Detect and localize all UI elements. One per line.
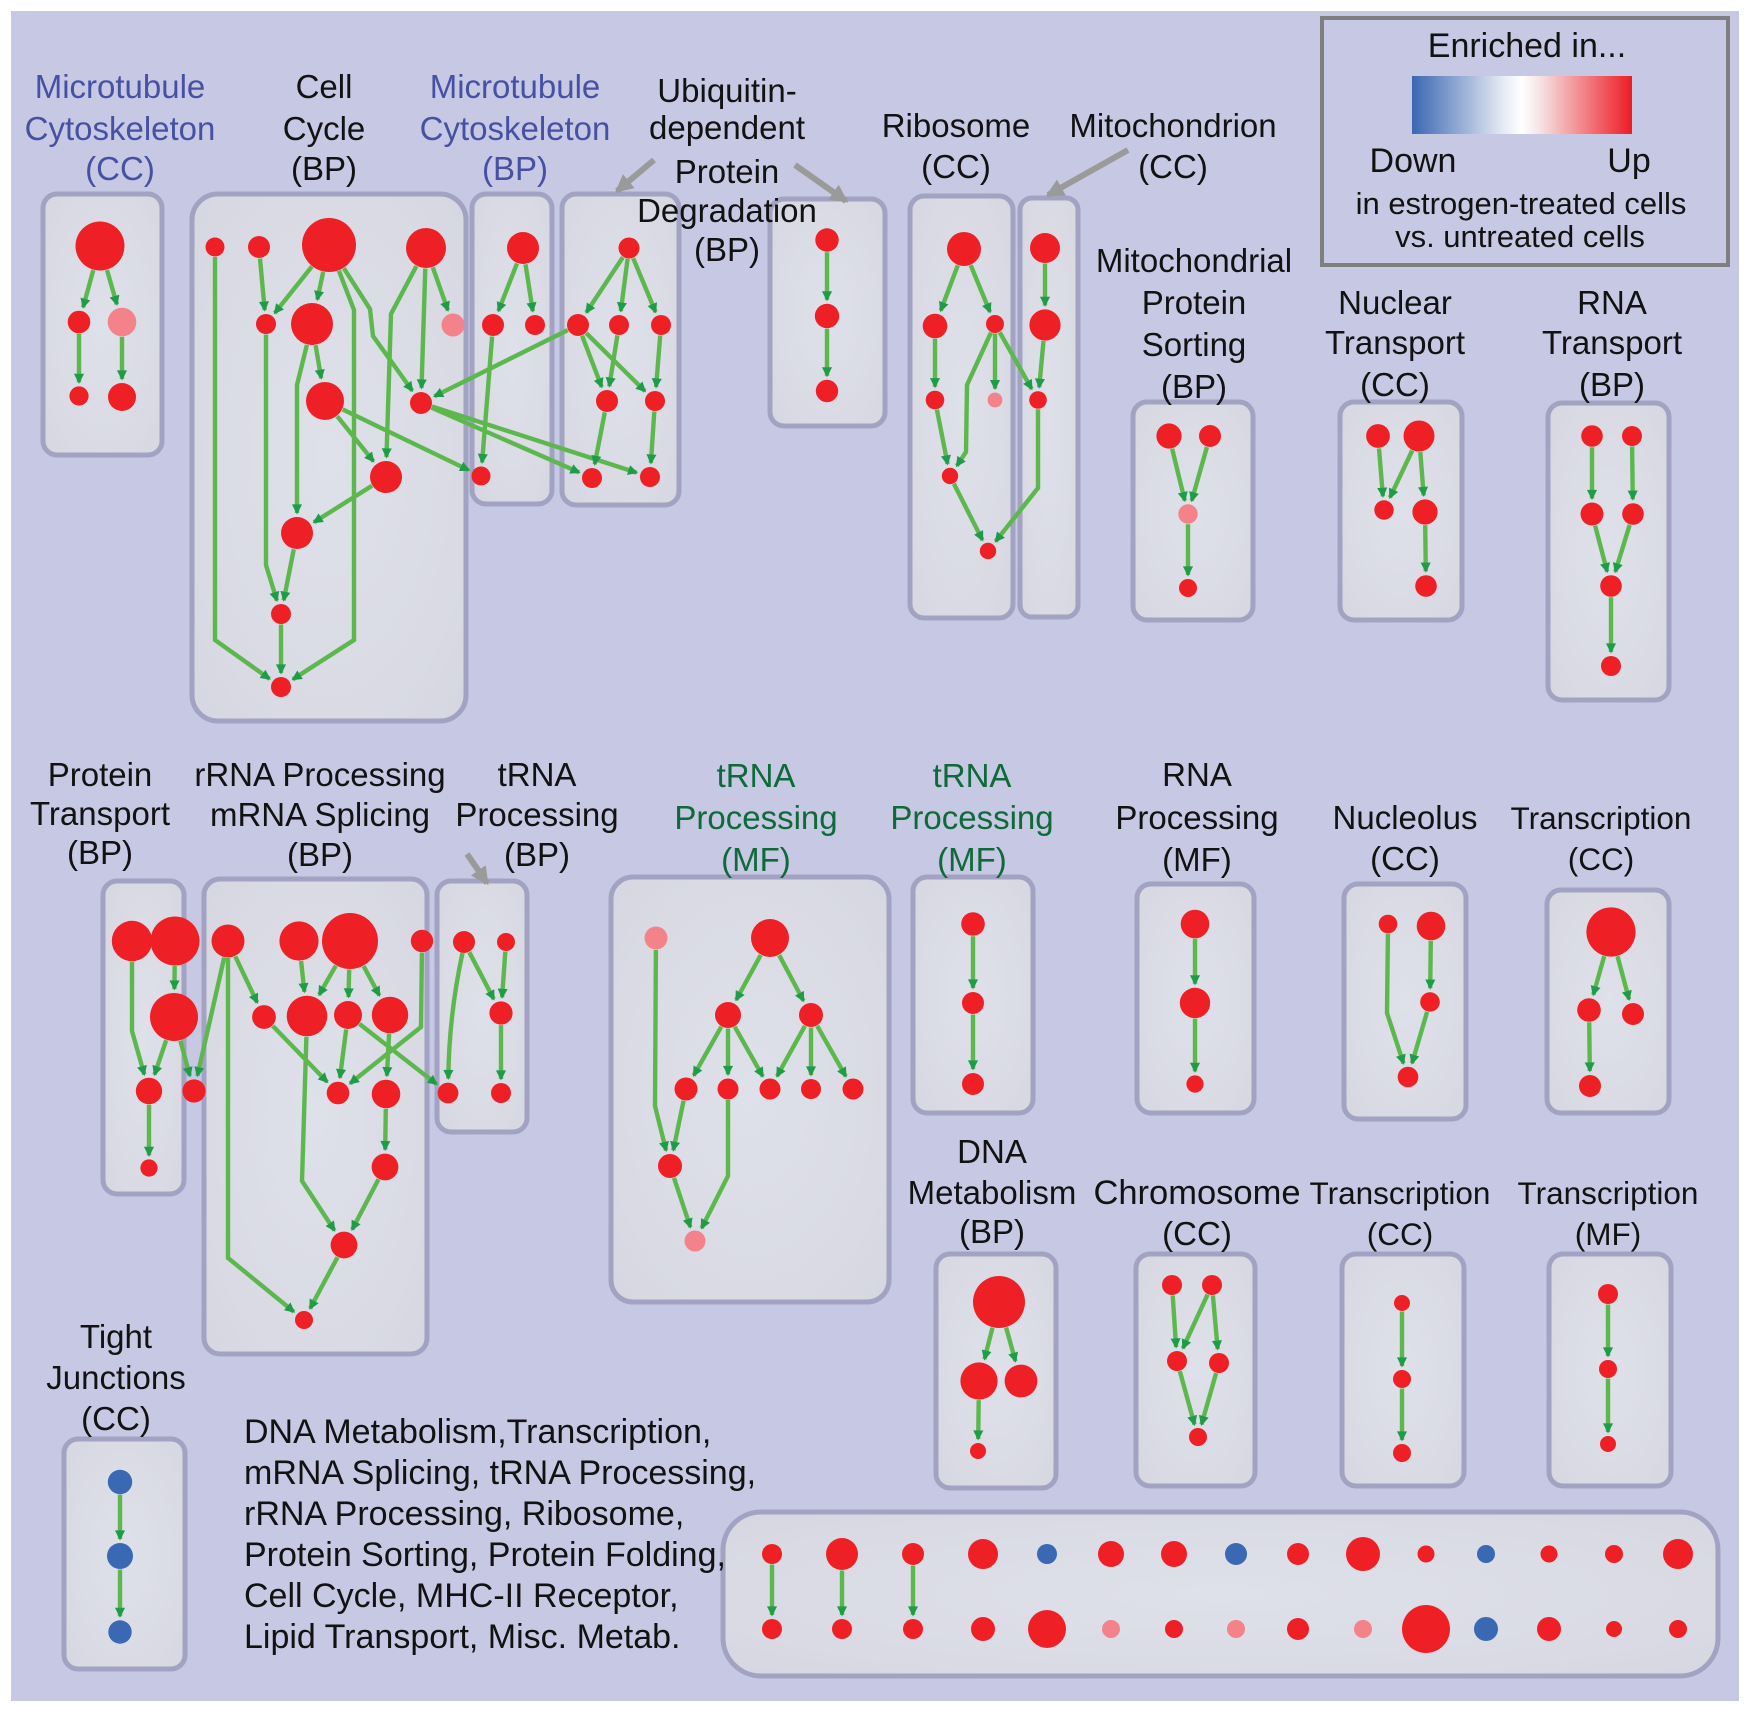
svg-text:(BP): (BP) [959,1213,1025,1250]
svg-text:Down: Down [1370,142,1457,180]
svg-text:Enriched in...: Enriched in... [1428,27,1626,65]
svg-text:(CC): (CC) [1162,1215,1232,1252]
svg-text:(BP): (BP) [67,834,133,871]
svg-text:(MF): (MF) [1162,841,1232,878]
svg-text:Transcription: Transcription [1310,1175,1491,1211]
svg-text:tRNA: tRNA [498,756,577,793]
svg-text:Cell Cycle, MHC-II Receptor,: Cell Cycle, MHC-II Receptor, [244,1577,679,1615]
svg-text:Sorting: Sorting [1142,326,1247,363]
svg-text:(CC): (CC) [1138,148,1208,185]
svg-text:(BP): (BP) [291,150,357,187]
svg-text:(CC): (CC) [921,148,991,185]
svg-text:(CC): (CC) [85,150,155,187]
svg-text:Cytoskeleton: Cytoskeleton [420,110,611,147]
svg-text:Transport: Transport [30,795,170,832]
svg-text:Protein Sorting, Protein Foldi: Protein Sorting, Protein Folding, [244,1536,726,1574]
svg-text:rRNA Processing, Ribosome,: rRNA Processing, Ribosome, [244,1495,684,1533]
svg-text:Nuclear: Nuclear [1338,284,1452,321]
svg-text:Processing: Processing [455,796,618,833]
svg-text:Chromosome: Chromosome [1093,1174,1300,1212]
svg-text:Ubiquitin-: Ubiquitin- [657,72,796,109]
svg-text:Processing: Processing [1115,799,1278,836]
svg-text:Microtubule: Microtubule [35,68,206,105]
svg-text:Processing: Processing [890,799,1053,836]
svg-text:DNA: DNA [957,1133,1027,1170]
svg-text:dependent: dependent [649,109,805,146]
svg-text:Transcription: Transcription [1511,800,1692,836]
svg-text:Transcription: Transcription [1518,1175,1699,1211]
svg-text:mRNA Splicing: mRNA Splicing [210,796,430,833]
svg-text:tRNA: tRNA [933,757,1012,794]
svg-text:Cell: Cell [296,68,353,105]
svg-text:(MF): (MF) [1575,1216,1641,1252]
svg-text:(CC): (CC) [81,1400,151,1437]
svg-text:rRNA Processing: rRNA Processing [194,756,445,793]
svg-text:(BP): (BP) [694,231,760,268]
svg-text:mRNA Splicing, tRNA Processing: mRNA Splicing, tRNA Processing, [244,1454,756,1492]
svg-text:tRNA: tRNA [717,757,796,794]
svg-text:Degradation: Degradation [637,192,817,229]
svg-text:Processing: Processing [674,799,837,836]
svg-text:Microtubule: Microtubule [430,68,601,105]
svg-text:(CC): (CC) [1568,841,1634,877]
svg-text:RNA: RNA [1162,756,1232,793]
svg-text:(CC): (CC) [1360,366,1430,403]
svg-text:(CC): (CC) [1367,1216,1433,1252]
svg-text:Transport: Transport [1325,324,1465,361]
svg-text:(MF): (MF) [721,841,791,878]
svg-text:Transport: Transport [1542,324,1682,361]
svg-text:Ribosome: Ribosome [882,107,1031,144]
svg-text:(BP): (BP) [287,836,353,873]
svg-text:Cycle: Cycle [283,110,366,147]
svg-text:RNA: RNA [1577,284,1647,321]
svg-text:Tight: Tight [80,1318,152,1355]
svg-text:(CC): (CC) [1370,840,1440,877]
svg-text:Protein: Protein [675,153,780,190]
svg-text:(BP): (BP) [1161,368,1227,405]
svg-text:Mitochondrion: Mitochondrion [1069,107,1276,144]
svg-text:Lipid Transport, Misc. Metab.: Lipid Transport, Misc. Metab. [244,1618,681,1656]
svg-text:Protein: Protein [48,756,153,793]
svg-text:(BP): (BP) [1579,366,1645,403]
svg-text:Up: Up [1607,142,1650,180]
svg-text:Mitochondrial: Mitochondrial [1096,242,1292,279]
svg-text:in estrogen-treated cells: in estrogen-treated cells [1356,186,1687,221]
svg-text:Nucleolus: Nucleolus [1333,799,1478,836]
svg-text:(BP): (BP) [482,150,548,187]
svg-text:Metabolism: Metabolism [908,1174,1077,1211]
svg-text:Junctions: Junctions [46,1359,185,1396]
svg-text:(MF): (MF) [937,841,1007,878]
svg-text:(BP): (BP) [504,836,570,873]
svg-text:DNA Metabolism,Transcription,: DNA Metabolism,Transcription, [244,1413,711,1451]
svg-text:Protein: Protein [1142,284,1247,321]
svg-text:Cytoskeleton: Cytoskeleton [25,110,216,147]
svg-text:vs. untreated cells: vs. untreated cells [1395,219,1645,254]
